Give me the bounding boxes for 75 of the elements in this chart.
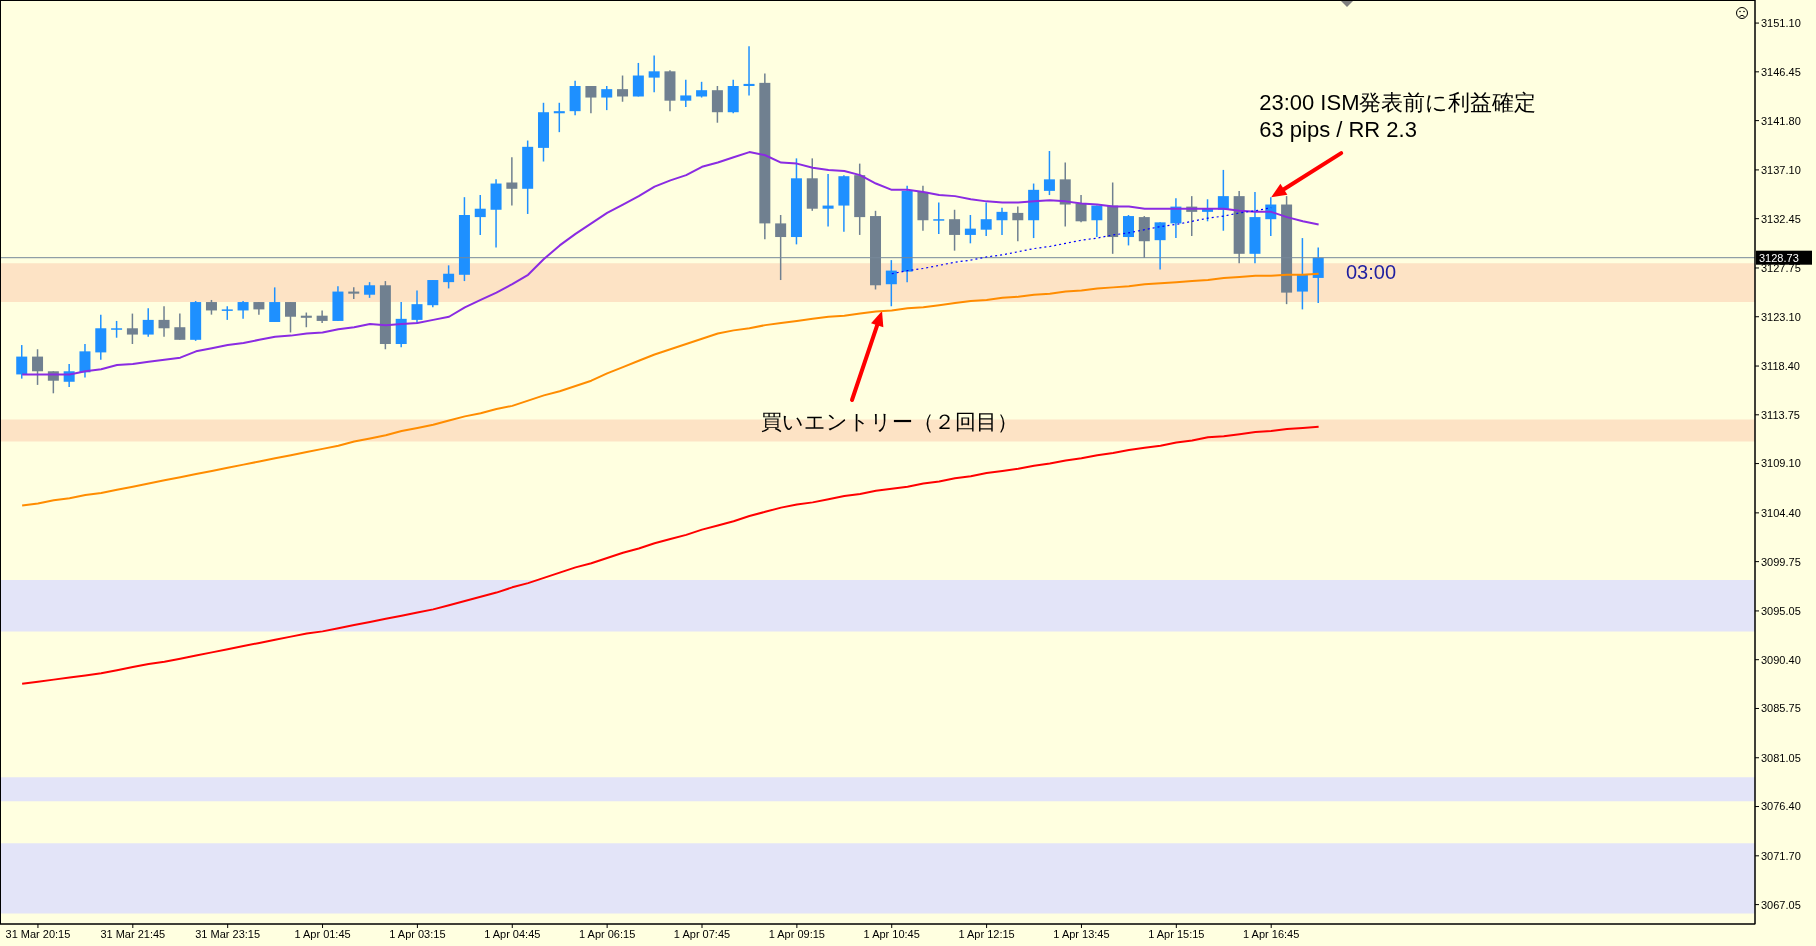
candlestick — [553, 102, 565, 133]
candlestick — [996, 206, 1008, 236]
annotation: 買いエントリー（２回目） — [760, 410, 1018, 433]
x-tick-label: 1 Apr 13:45 — [1053, 927, 1110, 940]
y-tick-label: 3113.75 — [1761, 408, 1800, 421]
x-tick-label: 1 Apr 03:15 — [389, 927, 446, 940]
x-tick-label: 31 Mar 20:15 — [5, 927, 71, 940]
candlestick — [980, 201, 992, 237]
y-tick-label: 3137.10 — [1761, 163, 1801, 176]
x-tick-label: 1 Apr 16:45 — [1243, 927, 1300, 940]
candlestick — [648, 54, 660, 94]
x-tick-label: 1 Apr 09:15 — [768, 927, 826, 940]
y-tick-label: 3123.10 — [1761, 310, 1801, 323]
x-tick-label: 1 Apr 10:45 — [863, 927, 920, 940]
y-tick-label: 3095.05 — [1761, 604, 1801, 617]
candlestick — [617, 74, 629, 103]
x-tick-label: 1 Apr 04:45 — [484, 927, 541, 940]
x-tick-label: 1 Apr 12:15 — [958, 927, 1015, 940]
candlestick — [16, 344, 28, 380]
x-tick-label: 1 Apr 07:45 — [673, 927, 731, 940]
candlestick — [1312, 246, 1324, 304]
x-tick-label: 31 Mar 23:15 — [195, 927, 261, 940]
candlestick — [885, 259, 897, 307]
candlestick — [680, 78, 692, 108]
y-tick-label: 3104.40 — [1761, 506, 1801, 519]
y-tick-label: 3081.05 — [1761, 751, 1801, 764]
candlestick — [949, 209, 961, 252]
x-tick-label: 31 Mar 21:45 — [100, 927, 166, 940]
candlestick — [964, 214, 976, 245]
candlestick — [506, 156, 518, 207]
candlestick — [1012, 205, 1024, 242]
y-tick-label: 3085.75 — [1761, 702, 1801, 715]
candlestick — [126, 312, 138, 345]
x-tick-label: 1 Apr 01:45 — [294, 927, 351, 940]
y-tick-label: 3132.45 — [1761, 212, 1801, 225]
candlestick — [585, 85, 597, 115]
candlestick — [158, 305, 170, 338]
y-tick-label: 3109.10 — [1761, 457, 1801, 470]
candlestick — [285, 301, 297, 334]
candlestick — [1122, 214, 1134, 247]
candlestick — [32, 348, 44, 386]
text: 03:00 — [1346, 261, 1397, 283]
candlestick — [1075, 194, 1087, 224]
candlestick — [1091, 204, 1103, 238]
y-tick-label: 3099.75 — [1761, 555, 1801, 568]
candlestick — [601, 85, 613, 111]
candlestick — [1154, 221, 1166, 271]
candlestick — [743, 45, 755, 97]
y-tick-label: 3151.10 — [1761, 16, 1801, 29]
x-tick-label: 1 Apr 15:15 — [1148, 927, 1205, 940]
candlestick — [822, 173, 834, 228]
candlestick — [348, 286, 360, 300]
y-tick-label: 3141.80 — [1761, 114, 1801, 127]
candlestick — [79, 343, 91, 379]
x-tick-label: 1 Apr 06:15 — [578, 927, 636, 940]
y-tick-label: 3146.45 — [1761, 65, 1801, 78]
y-tick-label: 3067.05 — [1761, 898, 1801, 911]
candlestick — [711, 85, 723, 124]
candlestick — [142, 307, 154, 338]
candlestick — [632, 62, 644, 98]
candlestick — [1043, 150, 1055, 196]
candlestick — [1296, 237, 1308, 311]
candlestick — [443, 264, 455, 290]
y-tick-label: 3071.70 — [1761, 849, 1801, 862]
y-tick-label: 3118.40 — [1761, 359, 1800, 372]
y-tick-label: 3090.40 — [1761, 653, 1801, 666]
candlestick — [174, 312, 186, 341]
annotation: 23:00 ISM発表前に利益確定 63 pips / RR 2.3 — [1259, 90, 1537, 143]
candlestick — [269, 286, 281, 323]
y-tick-label: 3127.75 — [1761, 261, 1801, 274]
candlestick — [474, 194, 486, 236]
ref-line-label: 3128.73 — [1759, 251, 1799, 264]
y-tick-label: 3076.40 — [1761, 800, 1801, 813]
candlestick — [411, 289, 423, 324]
candlestick — [933, 201, 945, 235]
